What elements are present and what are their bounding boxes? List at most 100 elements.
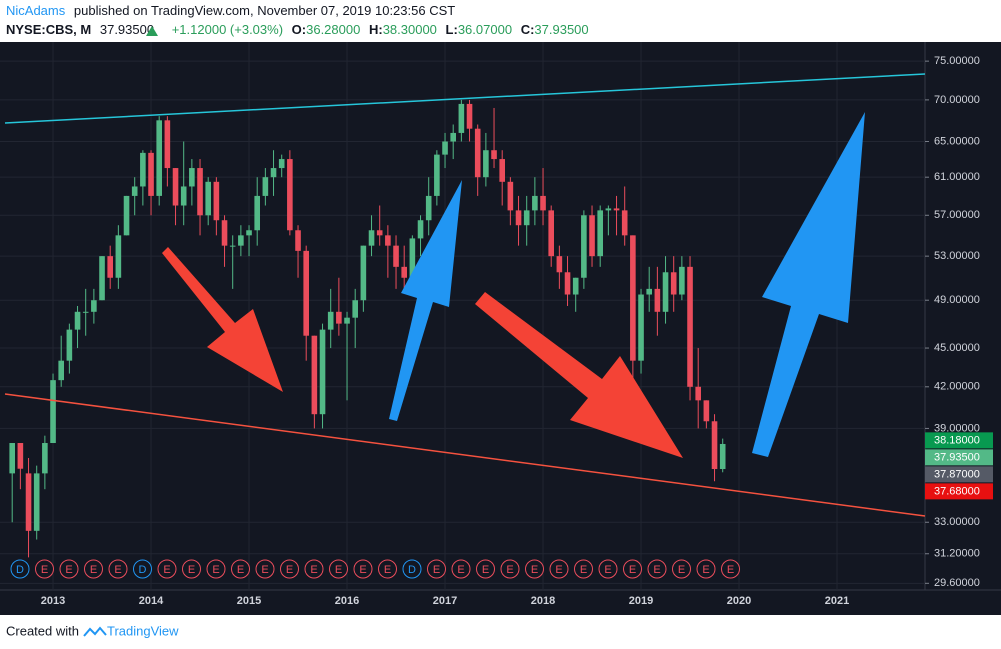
ohlc-label: L: [446, 22, 458, 37]
candle-body [246, 230, 252, 236]
header-line: NicAdams published on TradingView.com, N… [6, 3, 455, 18]
chart-bg [0, 42, 1001, 615]
y-tick-label: 57.00000 [934, 209, 980, 221]
event-label: E [163, 564, 170, 576]
event-marker [672, 559, 691, 579]
candle-body [221, 220, 228, 246]
candle-body [621, 210, 628, 236]
candle-body [532, 195, 538, 211]
candle-body [646, 288, 652, 295]
candle-body [401, 266, 407, 278]
event-label: E [114, 564, 121, 576]
price-tag [925, 449, 993, 466]
candle-body [376, 230, 383, 236]
x-tick-label: 2015 [237, 595, 261, 607]
candle-body [442, 141, 448, 155]
candle-body [638, 294, 644, 361]
candle-body [499, 159, 505, 182]
event-label: D [139, 564, 147, 576]
candle-body [417, 220, 424, 239]
event-label: D [16, 564, 24, 576]
event-label: E [41, 564, 48, 576]
candle-body [172, 168, 179, 206]
y-tick-label: 75.00000 [934, 55, 980, 67]
footer-bg [0, 615, 1001, 649]
candle-body [662, 272, 669, 312]
footer-brand[interactable]: TradingView [107, 623, 179, 638]
axes: 75.00000 70.00000 65.00000 61.00000 57.00000… [41, 55, 993, 607]
x-tick-label: 2021 [825, 595, 849, 607]
event-marker [206, 559, 226, 579]
candle-body [25, 473, 32, 531]
event-label: E [580, 564, 587, 576]
event-label: E [433, 564, 440, 576]
candle-body [287, 159, 293, 231]
y-tick-label: 31.20000 [934, 548, 980, 560]
candle-body [164, 120, 171, 169]
y-tick-label: 39.00000 [934, 422, 980, 434]
header-bg [0, 0, 1001, 42]
candle-body [262, 177, 269, 196]
event-label: E [482, 564, 489, 576]
event-marker [231, 559, 250, 579]
event-label: E [212, 564, 219, 576]
y-tick-label: 42.00000 [934, 381, 980, 393]
candle-body [630, 235, 636, 361]
y-tick-label: 49.00000 [934, 294, 980, 306]
author[interactable]: NicAdams [6, 3, 66, 18]
up-arrow [389, 180, 462, 421]
price-tag-label: 37.87000 [934, 468, 980, 480]
event-marker [402, 559, 422, 579]
candle-body [409, 238, 416, 278]
event-label: E [727, 564, 734, 576]
x-tick-label: 2019 [629, 595, 653, 607]
event-marker [500, 559, 520, 579]
candle-body [99, 256, 105, 301]
candle-body [123, 195, 130, 236]
candle-body [107, 256, 113, 278]
event-marker [108, 559, 128, 579]
event-label: E [555, 564, 562, 576]
candle-body [336, 311, 342, 324]
event-label: E [90, 564, 97, 576]
candle-body [327, 311, 334, 330]
event-marker [549, 559, 569, 579]
price-tag [925, 432, 993, 449]
candle-body [605, 208, 612, 211]
y-tick-label: 61.00000 [934, 171, 980, 183]
candle-body [66, 329, 73, 361]
candle-body [156, 120, 162, 196]
candle-body [238, 235, 244, 246]
candle-body [42, 443, 48, 474]
candle-body [311, 335, 318, 415]
price-tag-label: 37.68000 [934, 485, 980, 497]
ohlc-label: C: [521, 22, 535, 37]
event-label: E [188, 564, 195, 576]
event-marker [304, 559, 324, 579]
candle-body [360, 245, 367, 301]
candle-body [74, 311, 81, 330]
price: 37.93500 [100, 22, 154, 37]
candle-body [474, 128, 481, 178]
candle-body [270, 168, 277, 178]
event-marker [427, 559, 446, 579]
candle-body [572, 277, 579, 295]
candle-body [564, 272, 571, 295]
event-marker [451, 559, 471, 579]
candle-body [180, 186, 187, 206]
candle-body [434, 154, 440, 196]
candle-body [115, 235, 122, 278]
event-marker [647, 559, 667, 579]
candle-body [515, 210, 522, 226]
event-label: E [335, 564, 342, 576]
price-tag [925, 466, 993, 483]
candle-body [654, 288, 661, 312]
change-arrow [146, 26, 158, 36]
event-label: E [65, 564, 72, 576]
event-label: E [678, 564, 685, 576]
event-label: E [310, 564, 317, 576]
candle-body [9, 443, 15, 474]
candle-body [17, 443, 24, 469]
y-tick-label: 53.00000 [934, 250, 980, 262]
candle-body [33, 473, 40, 531]
